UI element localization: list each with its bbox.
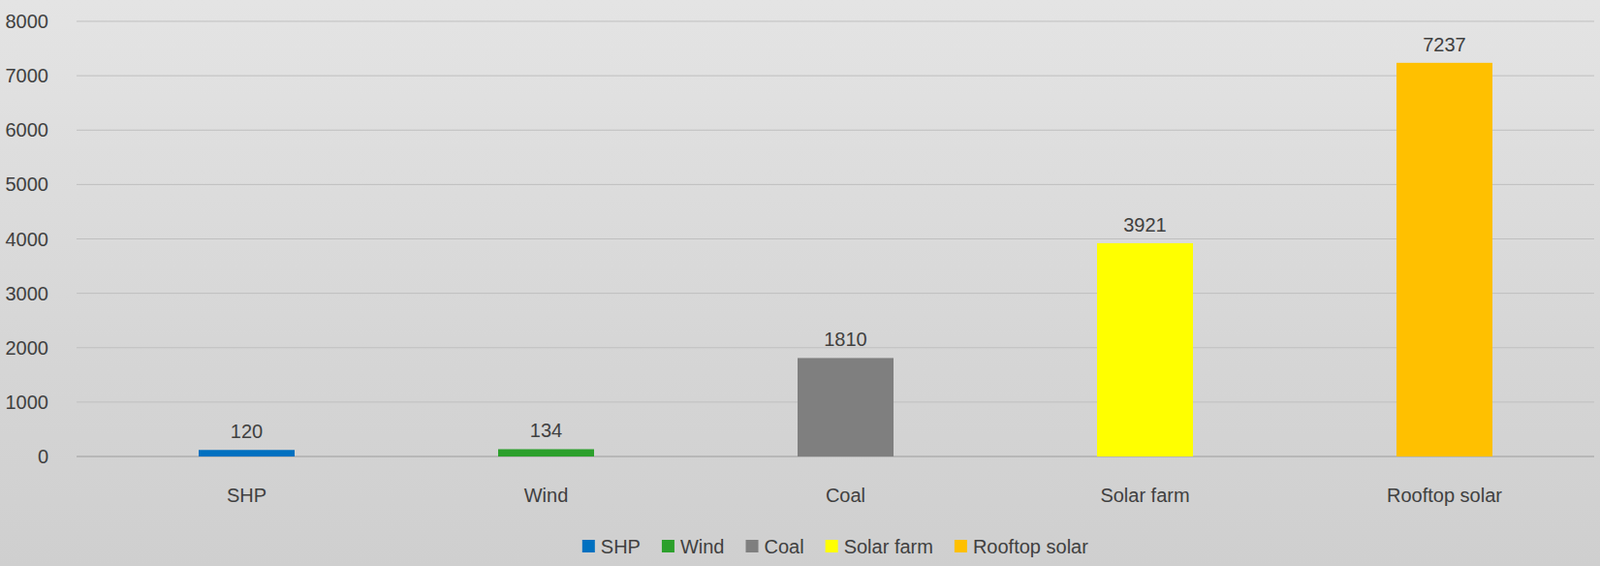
grid-line bbox=[76, 75, 1595, 77]
bars bbox=[198, 62, 1493, 457]
grid-line bbox=[76, 21, 1595, 23]
legend-label: Wind bbox=[680, 535, 725, 558]
bar bbox=[498, 448, 595, 457]
grid-line bbox=[76, 184, 1595, 186]
legend: SHP Wind Coal Solar farm Rooftop solar bbox=[582, 535, 1089, 558]
legend-label: Coal bbox=[764, 535, 805, 558]
bar bbox=[1097, 243, 1193, 457]
y-tick-label: 7000 bbox=[5, 64, 50, 87]
y-tick-label: 3000 bbox=[5, 282, 50, 305]
legend-label: SHP bbox=[600, 535, 641, 558]
bar bbox=[1396, 62, 1493, 457]
data-label: 134 bbox=[530, 419, 563, 441]
x-tick-label: Coal bbox=[825, 484, 866, 506]
grid-line bbox=[76, 292, 1595, 294]
y-tick-label: 4000 bbox=[5, 228, 50, 251]
legend-label: Rooftop solar bbox=[972, 535, 1089, 558]
legend-swatch bbox=[825, 539, 839, 553]
x-tick-label: Solar farm bbox=[1099, 484, 1190, 506]
grid-line bbox=[76, 238, 1595, 240]
x-tick-label: Rooftop solar bbox=[1386, 484, 1503, 506]
data-label: 1810 bbox=[823, 328, 868, 350]
data-label: 120 bbox=[230, 420, 263, 442]
data-label: 3921 bbox=[1123, 214, 1167, 236]
x-tick-label: Wind bbox=[524, 484, 569, 506]
bar bbox=[797, 357, 894, 457]
y-tick-label: 6000 bbox=[5, 119, 50, 141]
chart: 0 1000 2000 3000 4000 5000 6000 7000 8000 120 SHP 1… bbox=[0, 0, 1600, 566]
x-tick-label: SHP bbox=[226, 484, 267, 506]
legend-label: Solar farm bbox=[844, 535, 934, 558]
data-label: 7237 bbox=[1422, 33, 1467, 56]
y-tick-label: 8000 bbox=[5, 10, 50, 32]
y-tick-label: 1000 bbox=[5, 391, 50, 413]
bar bbox=[198, 449, 295, 457]
y-tick-label: 5000 bbox=[5, 173, 50, 195]
grid bbox=[76, 21, 1595, 457]
grid-line bbox=[76, 129, 1595, 131]
legend-swatch bbox=[954, 539, 968, 553]
legend-swatch bbox=[746, 539, 759, 553]
y-tick-label: 2000 bbox=[5, 337, 50, 359]
y-tick-label: 0 bbox=[37, 445, 49, 468]
legend-swatch bbox=[661, 539, 675, 553]
legend-swatch bbox=[582, 539, 596, 553]
